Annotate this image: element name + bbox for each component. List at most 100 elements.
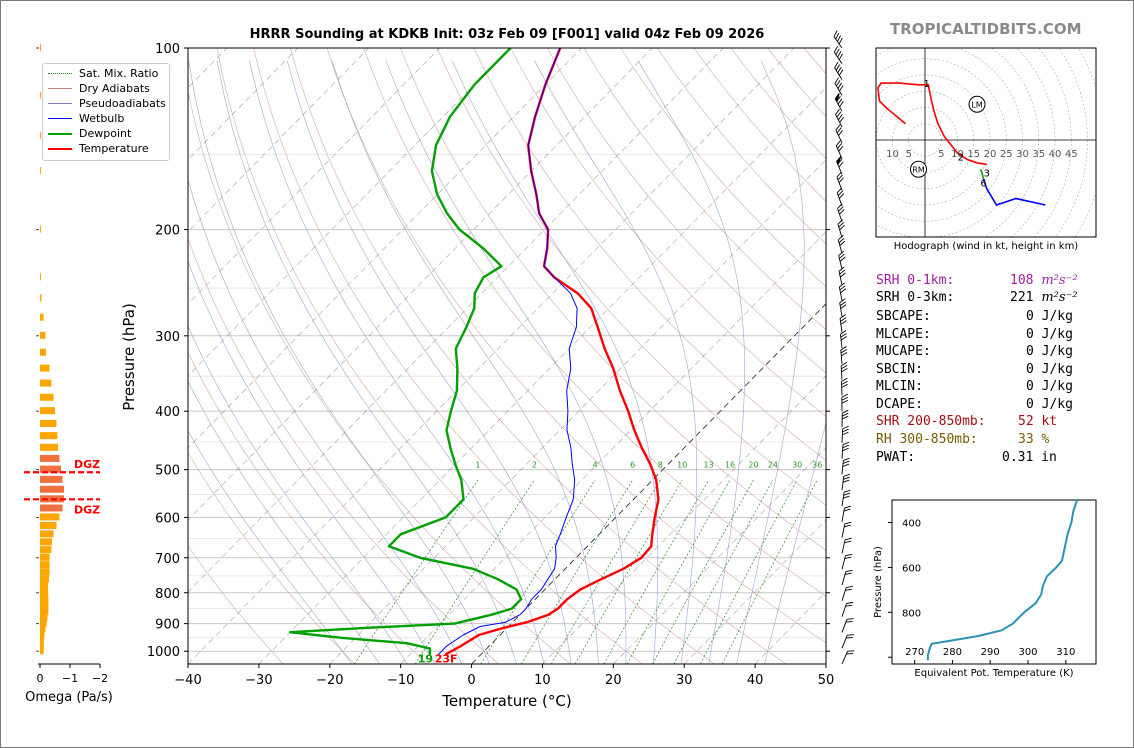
isotherm-line	[613, 447, 826, 664]
wind-barb-feather	[843, 489, 851, 493]
omega-bar	[40, 513, 60, 521]
wind-barb	[841, 393, 849, 412]
wind-barb	[840, 346, 848, 364]
wind-barb-pennant	[836, 155, 842, 166]
wind-barb-feather	[842, 431, 849, 436]
shr-row: SHR 200-850mb:	[876, 414, 986, 429]
omega-bar	[40, 561, 50, 569]
wind-barb	[841, 505, 851, 522]
wind-barb-feather	[837, 66, 842, 74]
dgz-label: DGZ	[74, 458, 100, 471]
wind-barb-staff	[835, 145, 843, 159]
omega-bar	[40, 553, 50, 561]
index-label: SBCIN:	[876, 361, 923, 377]
pseudoadiabat	[385, 60, 627, 664]
wind-barb-feather	[838, 53, 843, 60]
wind-barb	[834, 77, 844, 96]
omega-bar	[40, 294, 42, 302]
wind-barb-feather	[841, 393, 849, 398]
wind-barb-feather	[841, 399, 849, 404]
wind-barb	[841, 650, 855, 665]
wind-barb-feather	[834, 93, 840, 100]
legend-item-sat-mix: Sat. Mix. Ratio	[43, 66, 169, 82]
isotherm-line	[542, 375, 826, 664]
wind-barb-feather	[839, 253, 845, 259]
wind-barb-feather	[842, 441, 850, 446]
mixing-ratio-line	[550, 479, 661, 664]
hodograph-trace	[982, 178, 1046, 206]
pseudoadiabat	[286, 60, 572, 664]
wind-barb-staff	[837, 239, 843, 254]
omega-bar	[40, 607, 49, 615]
mixing-ratio-label: 10	[677, 461, 687, 470]
wind-barb	[837, 203, 845, 222]
wind-barb-feather	[846, 653, 854, 655]
mixing-ratio-line	[354, 479, 479, 664]
wind-barb-feather	[841, 383, 848, 388]
omega-bar	[40, 521, 57, 529]
wind-barb	[838, 250, 846, 270]
pseudoadiabat	[188, 60, 490, 664]
wind-barb-feather	[839, 256, 846, 262]
wind-barb-feather	[836, 80, 841, 87]
wind-barb	[834, 92, 844, 112]
wind-barb-feather	[840, 317, 847, 322]
wind-barb-staff	[840, 349, 843, 364]
y-tick-label: 900	[155, 618, 180, 633]
pseudoadiabat	[188, 325, 408, 664]
dry-adiabat	[216, 48, 643, 664]
dry-adiabat	[326, 48, 826, 644]
wind-barb	[837, 219, 845, 238]
wind-barb	[841, 489, 851, 507]
pseudoadiabat	[188, 430, 353, 664]
omega-bar	[40, 348, 46, 356]
wind-barb-feather	[840, 304, 847, 309]
omega-bar	[40, 225, 41, 233]
legend-item-wetbulb: Wetbulb	[43, 111, 169, 127]
omega-tick-label: −2	[92, 672, 108, 685]
omega-bar	[40, 613, 48, 621]
mixing-ratio-line	[652, 479, 754, 664]
hodograph-height-label: 6	[980, 178, 986, 189]
omega-bar	[40, 364, 50, 372]
wind-barb-feather	[844, 572, 852, 575]
wind-barb	[833, 46, 843, 65]
wind-barb-feather	[837, 82, 842, 89]
omega-bar	[40, 595, 49, 603]
wind-barb-feather	[840, 349, 847, 354]
pseudoadiabat	[764, 421, 826, 664]
mixing-ratio-line	[721, 479, 818, 664]
mixing-ratio-line	[414, 479, 535, 664]
wind-barb	[841, 441, 850, 459]
wind-barb-feather	[843, 473, 851, 477]
profile-dewpoint	[289, 48, 523, 655]
wind-barb-staff	[834, 67, 843, 80]
wind-barb-feather	[841, 352, 848, 357]
chart-title: HRRR Sounding at KDKB Init: 03z Feb 09 […	[249, 27, 765, 42]
x-tick-label: 20	[605, 673, 622, 688]
wind-barb-feather	[845, 569, 853, 573]
omega-bar	[40, 419, 57, 427]
wind-barb-feather	[846, 618, 854, 620]
wind-barb-feather	[839, 85, 844, 92]
wind-barb-feather	[838, 37, 843, 45]
wind-barb	[839, 330, 847, 349]
pseudoadiabat	[216, 60, 517, 664]
wind-barb-staff	[841, 507, 845, 522]
wind-barb-feather	[840, 330, 847, 335]
wind-barb-pennant	[835, 92, 840, 103]
wind-barb-feather	[845, 620, 853, 623]
wind-barb-feather	[839, 224, 845, 231]
omega-bar	[40, 393, 54, 401]
wind-barb-feather	[837, 35, 842, 42]
dry-adiabat	[400, 48, 826, 551]
wind-barb-staff	[841, 539, 846, 554]
omega-bar	[40, 641, 44, 649]
hodograph-height-label: 1	[923, 79, 929, 90]
omega-bar	[40, 530, 54, 538]
wind-barb-feather	[839, 269, 846, 275]
wind-barb-feather	[838, 250, 845, 256]
wind-barb-staff	[839, 302, 843, 317]
wind-barb-feather	[845, 553, 853, 557]
wind-barb-feather	[838, 193, 845, 199]
